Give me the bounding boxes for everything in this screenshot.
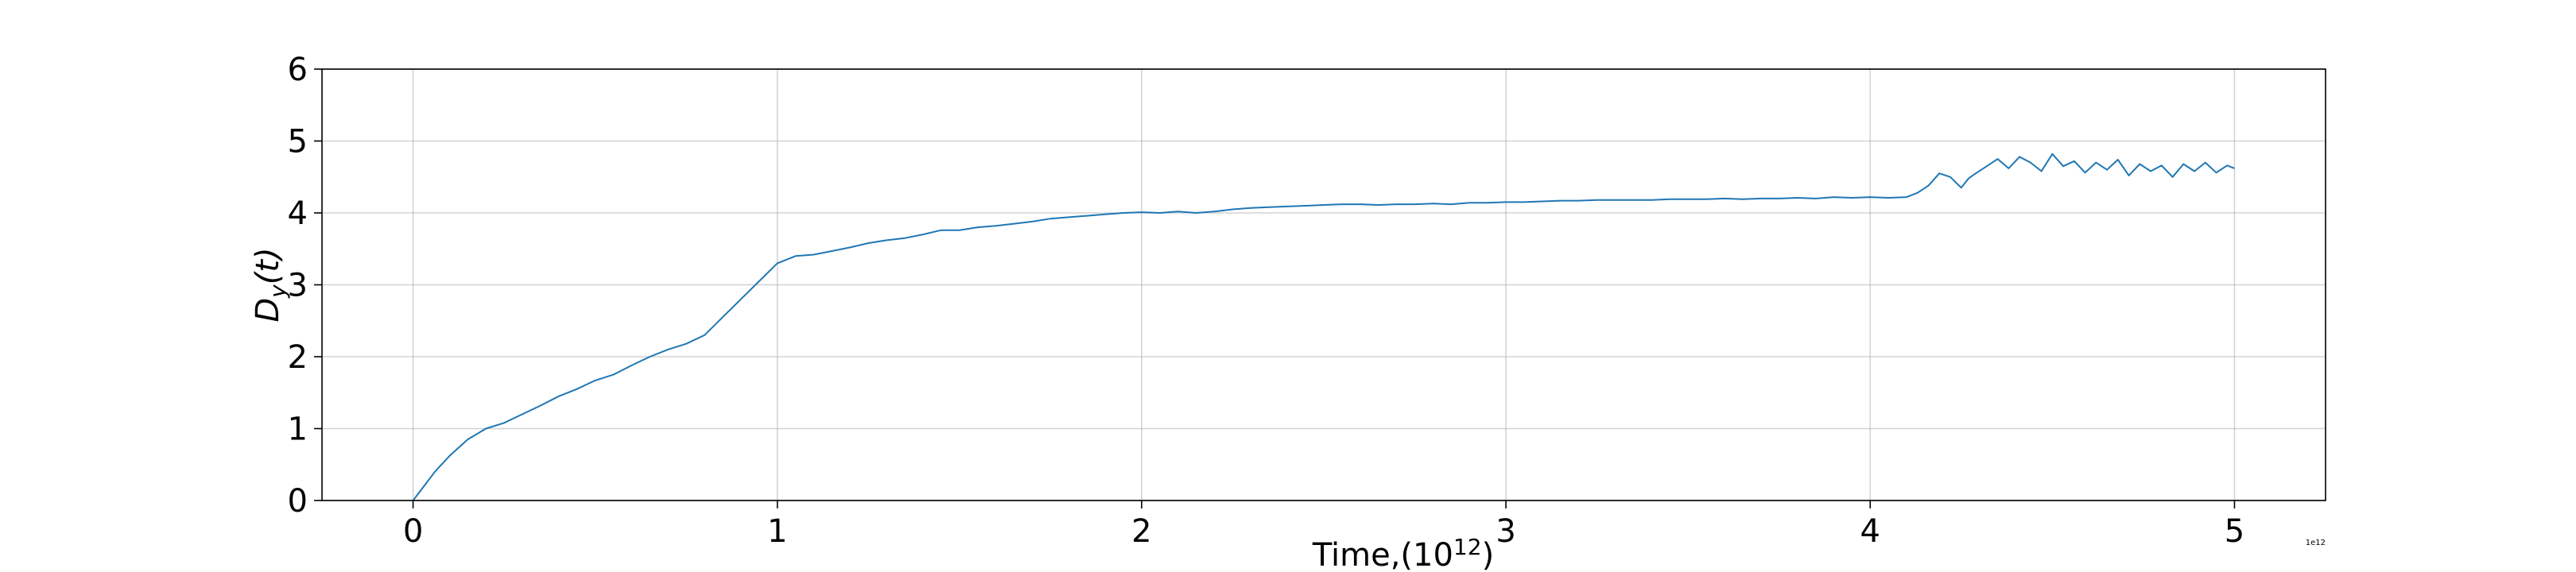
x-tick-label: 1: [767, 513, 787, 550]
x-tick-label: 4: [1860, 513, 1880, 550]
y-tick-label: 5: [288, 124, 308, 160]
x-tick-label: 0: [403, 513, 423, 550]
x-axis-label: Time,(1012): [1312, 534, 1494, 572]
x-tick-label: 2: [1131, 513, 1151, 550]
y-tick-label: 2: [288, 339, 308, 376]
y-tick-label: 3: [288, 268, 308, 304]
axis-ticks: 0 1 2 3 4 5 0 1 2 3 4 5 6: [288, 52, 2245, 550]
x-axis-label-text: Time,(10: [1312, 537, 1453, 572]
x-axis-label-sup: 12: [1453, 534, 1482, 560]
y-tick-label: 6: [288, 52, 308, 88]
x-axis-label-close: ): [1482, 537, 1495, 572]
x-tick-label: 3: [1496, 513, 1515, 550]
x-offset-label: 1e12: [2306, 539, 2326, 547]
y-tick-label: 0: [288, 483, 308, 520]
y-axis-label-sub: y: [265, 284, 291, 299]
y-axis-label-arg: (t): [250, 247, 286, 284]
y-axis-label: Dy(t): [250, 247, 291, 322]
grid: [322, 68, 2326, 501]
y-axis-label-main: D: [250, 298, 286, 323]
y-tick-label: 4: [288, 195, 308, 232]
x-tick-label: 5: [2225, 513, 2244, 550]
series-line: [412, 153, 2235, 501]
y-tick-label: 1: [288, 412, 308, 448]
plot-area: [412, 153, 2235, 501]
